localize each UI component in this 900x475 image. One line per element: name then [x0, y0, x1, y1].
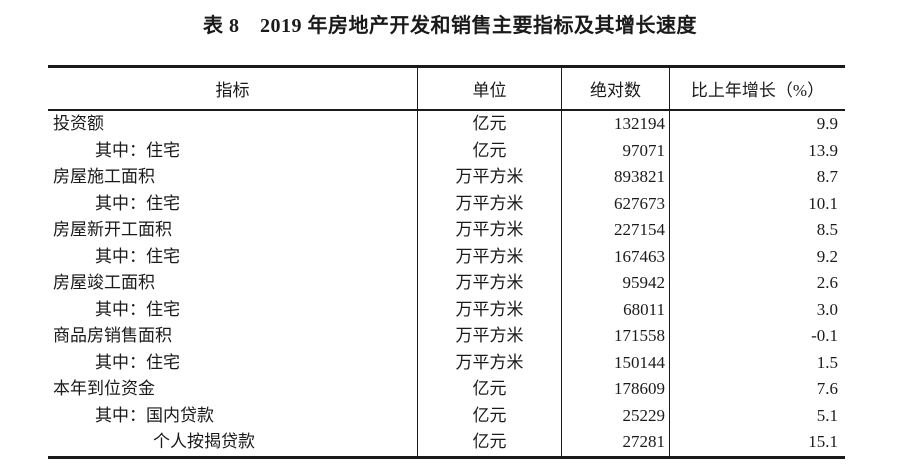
unit-cell: 亿元	[418, 137, 562, 164]
growth-cell: -0.1	[811, 326, 838, 345]
indicator-cell: 其中：住宅	[48, 243, 418, 270]
table-row: 房屋新开工面积 万平方米 227154 8.5	[48, 217, 845, 244]
growth-cell: 2.6	[816, 273, 838, 292]
indicator-cell: 房屋施工面积	[48, 164, 418, 191]
unit-cell: 万平方米	[418, 243, 562, 270]
growth-cell: 13.9	[808, 140, 838, 160]
unit-cell: 亿元	[418, 111, 562, 138]
indicator-cell: 其中：住宅	[48, 137, 418, 164]
unit-cell: 万平方米	[418, 296, 562, 323]
absolute-value-cell: 68011	[562, 296, 670, 323]
table-row: 本年到位资金 亿元 178609 7.6	[48, 376, 845, 403]
table-row: 房屋竣工面积 万平方米 95942 2.6	[48, 270, 845, 297]
stats-table: 指标 单位 绝对数 比上年增长（%） 投资额 亿元 132194 9.9 其中：…	[48, 65, 845, 459]
absolute-value-cell: 95942	[562, 270, 670, 297]
indicator-cell: 房屋新开工面积	[48, 217, 418, 244]
table-row: 房屋施工面积 万平方米 893821 8.7	[48, 164, 845, 191]
indicator-cell: 投资额	[48, 111, 418, 138]
table-row: 其中：住宅 万平方米 68011 3.0	[48, 296, 845, 323]
growth-cell: 9.2	[816, 246, 838, 266]
column-header-absolute: 绝对数	[562, 68, 670, 109]
column-header-indicator: 指标	[48, 68, 418, 109]
unit-cell: 万平方米	[418, 164, 562, 191]
table-body: 投资额 亿元 132194 9.9 其中：住宅 亿元 97071 13.9 房屋…	[48, 111, 845, 456]
page: 表 8 2019 年房地产开发和销售主要指标及其增长速度 指标 单位 绝对数 比…	[48, 15, 845, 459]
unit-cell: 亿元	[418, 402, 562, 429]
growth-cell: 7.6	[816, 379, 838, 398]
unit-cell: 万平方米	[418, 349, 562, 376]
unit-cell: 万平方米	[418, 190, 562, 217]
table-row: 其中：住宅 万平方米 150144 1.5	[48, 349, 845, 376]
absolute-value-cell: 132194	[562, 111, 670, 138]
table-row: 商品房销售面积 万平方米 171558 -0.1	[48, 323, 845, 350]
unit-cell: 亿元	[418, 429, 562, 456]
table-header-row: 指标 单位 绝对数 比上年增长（%）	[48, 68, 845, 111]
indicator-cell: 其中：住宅	[48, 296, 418, 323]
absolute-value-cell: 97071	[562, 137, 670, 164]
indicator-cell: 其中：国内贷款	[48, 402, 418, 429]
table-title: 表 8 2019 年房地产开发和销售主要指标及其增长速度	[203, 15, 697, 37]
absolute-value-cell: 178609	[562, 376, 670, 403]
absolute-value-cell: 171558	[562, 323, 670, 350]
column-header-growth: 比上年增长（%）	[690, 81, 825, 100]
growth-cell: 10.1	[808, 193, 838, 213]
absolute-value-cell: 227154	[562, 217, 670, 244]
indicator-cell: 房屋竣工面积	[48, 270, 418, 297]
unit-cell: 亿元	[418, 376, 562, 403]
indicator-cell: 商品房销售面积	[48, 323, 418, 350]
absolute-value-cell: 27281	[562, 429, 670, 456]
absolute-value-cell: 25229	[562, 402, 670, 429]
table-row: 其中：国内贷款 亿元 25229 5.1	[48, 402, 845, 429]
indicator-cell: 本年到位资金	[48, 376, 418, 403]
growth-cell: 5.1	[816, 405, 838, 425]
table-row: 其中：住宅 万平方米 627673 10.1	[48, 190, 845, 217]
growth-cell: 3.0	[816, 299, 838, 319]
table-row: 投资额 亿元 132194 9.9	[48, 111, 845, 138]
growth-cell: 9.9	[816, 114, 838, 133]
unit-cell: 万平方米	[418, 217, 562, 244]
growth-cell: 8.7	[816, 167, 838, 186]
table-row: 其中：住宅 万平方米 167463 9.2	[48, 243, 845, 270]
unit-cell: 万平方米	[418, 323, 562, 350]
absolute-value-cell: 150144	[562, 349, 670, 376]
indicator-cell: 其中：住宅	[48, 190, 418, 217]
absolute-value-cell: 893821	[562, 164, 670, 191]
indicator-cell: 其中：住宅	[48, 349, 418, 376]
column-header-unit: 单位	[418, 68, 562, 109]
unit-cell: 万平方米	[418, 270, 562, 297]
absolute-value-cell: 627673	[562, 190, 670, 217]
indicator-cell: 个人按揭贷款	[48, 429, 418, 456]
growth-cell: 15.1	[808, 432, 838, 451]
absolute-value-cell: 167463	[562, 243, 670, 270]
table-row: 其中：住宅 亿元 97071 13.9	[48, 137, 845, 164]
table-row: 个人按揭贷款 亿元 27281 15.1	[48, 429, 845, 456]
growth-cell: 1.5	[816, 352, 838, 372]
growth-cell: 8.5	[816, 220, 838, 239]
